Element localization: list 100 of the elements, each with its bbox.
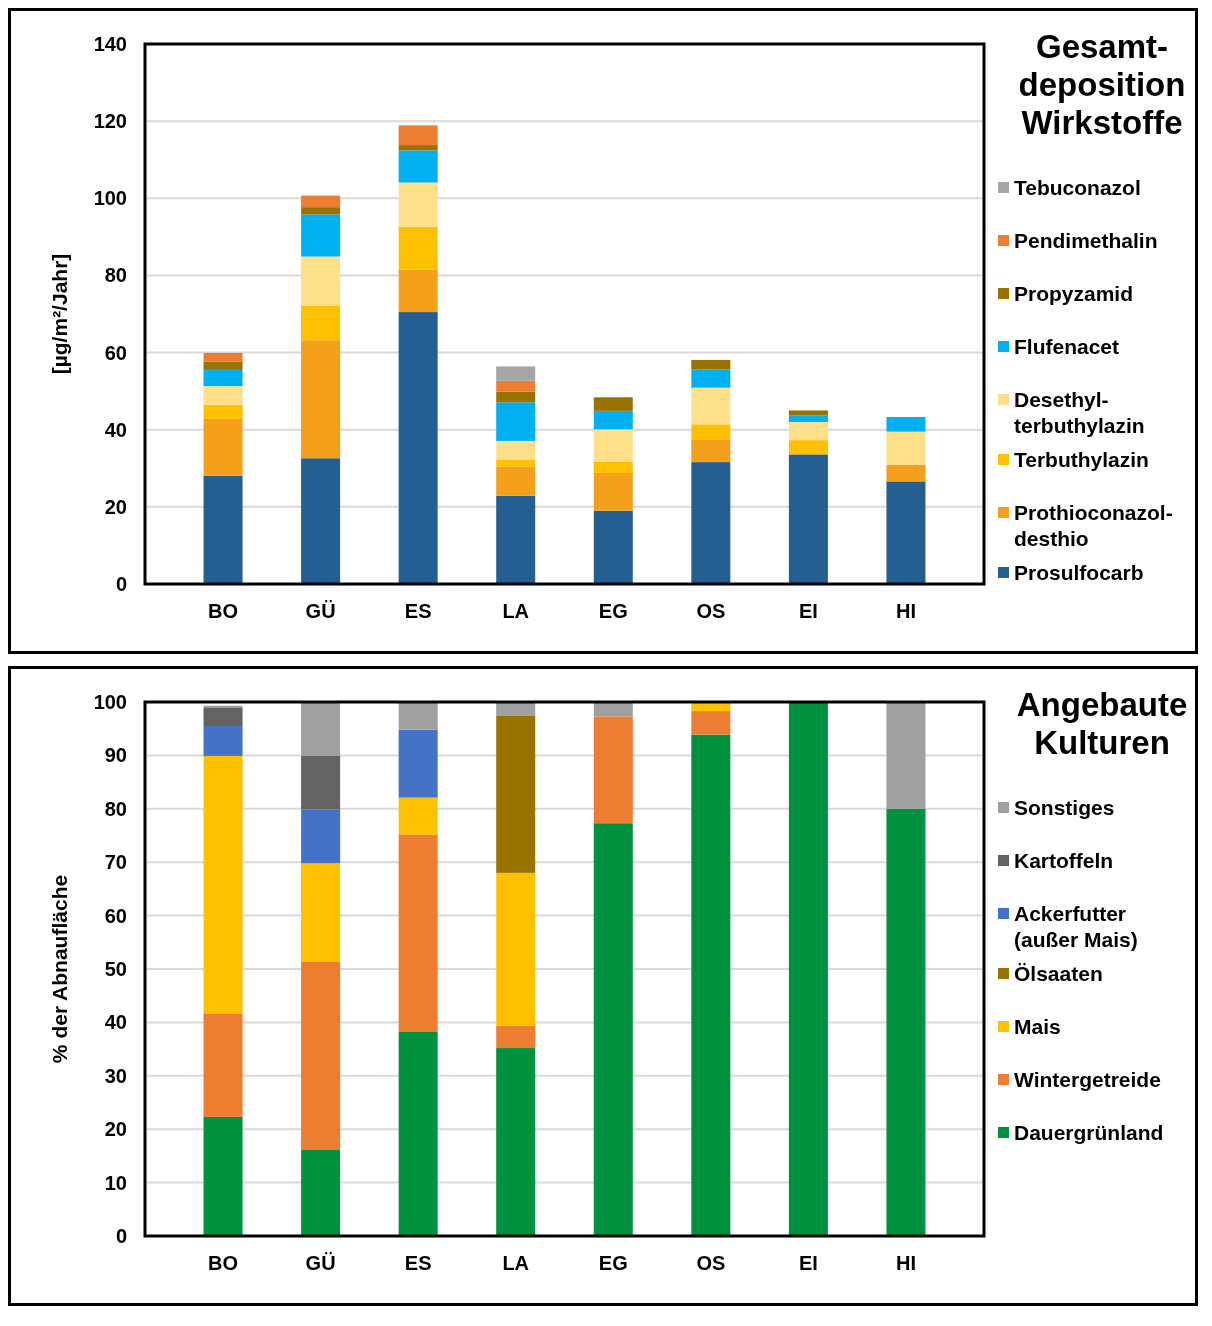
x-tick-label: ES — [404, 600, 432, 622]
bar — [398, 182, 438, 227]
y-tick-label: 50 — [104, 958, 127, 980]
x-tick-label: EI — [798, 1252, 818, 1274]
legend-label: Dauergrünland — [1014, 1121, 1164, 1145]
legend-label: Mais — [1014, 1015, 1061, 1039]
y-tick-label: 0 — [115, 573, 127, 595]
bar — [593, 823, 633, 1236]
bar — [788, 422, 828, 441]
bar — [398, 145, 438, 151]
bar — [203, 369, 243, 387]
bar — [301, 961, 341, 1151]
bar — [496, 366, 536, 381]
legend-label: Tebuconazol — [1014, 176, 1141, 200]
bar — [593, 510, 633, 584]
y-tick-label: 20 — [104, 1118, 127, 1141]
bar — [203, 1013, 243, 1117]
bar — [398, 150, 438, 183]
bar — [593, 472, 633, 511]
bar — [301, 809, 341, 864]
bar — [886, 464, 926, 482]
bar — [301, 863, 341, 962]
bar — [593, 429, 633, 462]
bar — [203, 726, 243, 756]
bar — [691, 387, 731, 425]
bar — [496, 715, 536, 873]
legend-label: Desethyl-terbuthylazin — [1014, 388, 1145, 438]
bar — [788, 440, 828, 455]
bar — [886, 702, 926, 809]
bar — [691, 711, 731, 735]
y-tick-label: 60 — [104, 341, 127, 364]
legend-label: Propyzamid — [1014, 282, 1134, 306]
bar — [398, 312, 438, 584]
x-tick-label: EG — [598, 600, 628, 622]
y-tick-label: 140 — [93, 33, 127, 55]
bar — [398, 729, 438, 798]
bar — [496, 459, 536, 467]
legend-label: Prothioconazol-desthio — [1014, 501, 1173, 551]
bar — [203, 405, 243, 419]
bar — [496, 495, 536, 584]
bar — [593, 410, 633, 430]
bar — [301, 702, 341, 756]
bar — [301, 207, 341, 215]
legend-label: Wintergetreide — [1014, 1068, 1161, 1092]
bar — [301, 755, 341, 810]
bar — [203, 1116, 243, 1236]
y-tick-label: 40 — [104, 1011, 127, 1034]
y-tick-label: 70 — [104, 851, 127, 874]
x-tick-label: HI — [895, 1252, 916, 1274]
bar — [496, 440, 536, 460]
x-tick-label: HI — [895, 600, 916, 622]
bar — [593, 461, 633, 473]
bar — [203, 361, 243, 370]
y-tick-label: 80 — [104, 797, 127, 820]
bar — [593, 716, 633, 824]
legend-label: Pendimethalin — [1014, 229, 1158, 253]
y-tick-label: 90 — [104, 744, 127, 767]
legend-label: Prosulfocarb — [1014, 561, 1144, 585]
bar — [691, 734, 731, 1236]
bar — [203, 707, 243, 727]
y-axis-title: % der Abnaufläche — [48, 874, 71, 1064]
y-tick-label: 60 — [104, 904, 127, 927]
legend-label: Ölsaaten — [1014, 962, 1103, 986]
x-tick-label: BO — [208, 600, 239, 622]
bar — [886, 481, 926, 584]
y-tick-label: 80 — [104, 264, 127, 287]
bar — [496, 380, 536, 392]
legend-label: Kartoffeln — [1014, 849, 1114, 873]
y-axis-title: [µg/m²/Jahr] — [48, 253, 71, 375]
legend-label: Ackerfutter (außer Mais) — [1014, 902, 1138, 952]
y-tick-label: 120 — [93, 110, 127, 133]
x-tick-label: OS — [696, 600, 726, 622]
bar — [301, 305, 341, 341]
bar — [691, 369, 731, 388]
bar — [691, 424, 731, 440]
x-tick-label: GÜ — [305, 1252, 336, 1274]
y-tick-label: 40 — [104, 418, 127, 441]
bar — [398, 226, 438, 270]
bar — [691, 439, 731, 463]
bar — [788, 454, 828, 584]
x-tick-label: GÜ — [305, 600, 336, 622]
legend-title: Angebaute Kulturen — [1016, 686, 1188, 761]
bar — [496, 402, 536, 441]
bar — [203, 755, 243, 1014]
bar — [691, 359, 731, 370]
x-tick-label: EI — [798, 600, 818, 622]
bar — [301, 195, 341, 208]
bar — [398, 702, 438, 730]
y-tick-label: 100 — [93, 187, 127, 210]
bar — [301, 458, 341, 584]
x-tick-label: LA — [502, 1252, 530, 1274]
bar — [886, 808, 926, 1236]
bar — [496, 391, 536, 403]
y-tick-label: 20 — [104, 495, 127, 518]
bar — [496, 1048, 536, 1236]
bar — [788, 410, 828, 416]
x-tick-label: EG — [598, 1252, 628, 1274]
legend-title: Gesamt-deposition Wirkstoffe — [1018, 28, 1186, 141]
bar — [398, 797, 438, 835]
bar — [886, 416, 926, 432]
